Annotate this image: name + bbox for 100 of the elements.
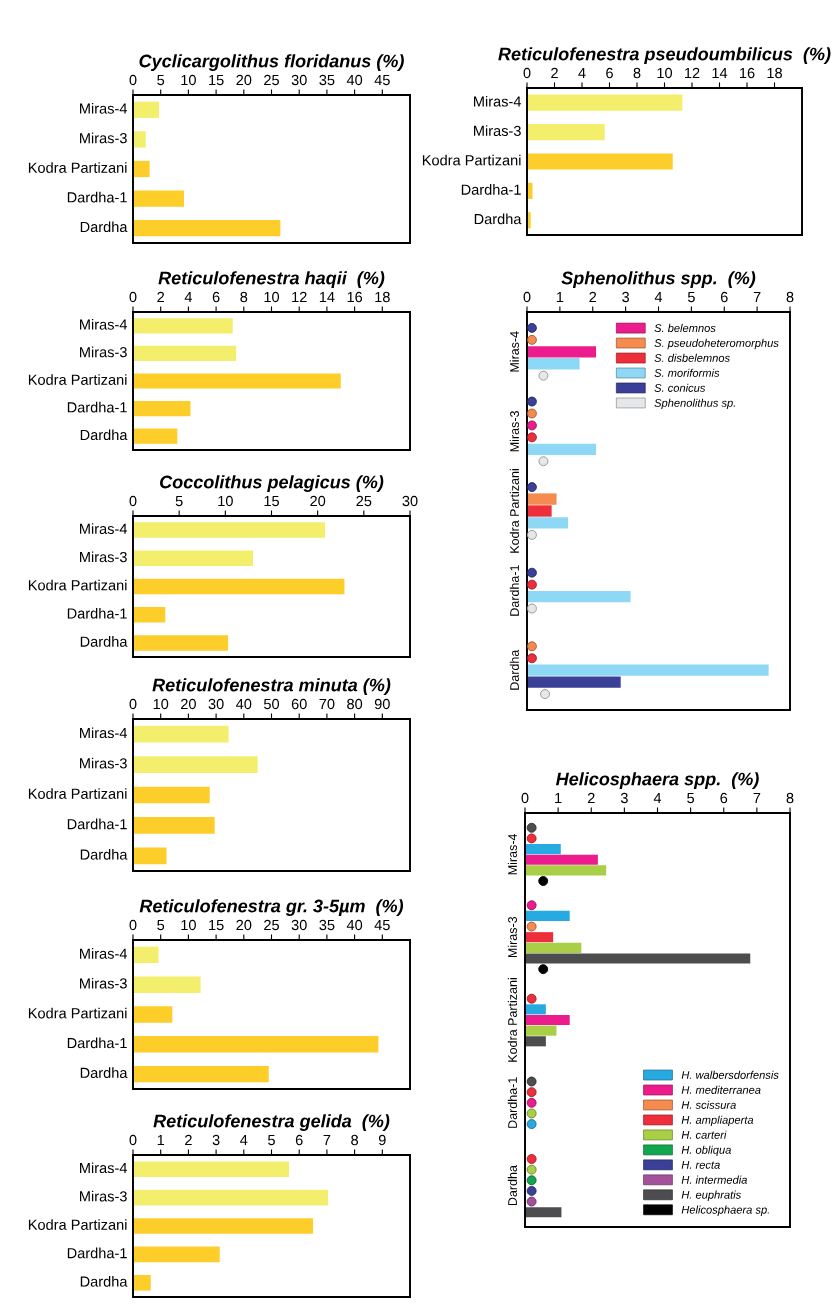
legend-label: S. conicus (654, 383, 706, 392)
x-tick-label: 50 (263, 698, 280, 710)
bar (133, 1274, 151, 1291)
y-tick-label: Miras-4 (80, 319, 128, 330)
x-tick-label: 20 (181, 698, 196, 710)
bar (133, 318, 233, 334)
x-tick-label: 40 (346, 919, 363, 931)
x-tick-label: 30 (291, 919, 307, 931)
bar (133, 847, 167, 865)
bar (133, 401, 191, 417)
x-tick-label: 8 (351, 1134, 359, 1146)
bar (133, 522, 326, 538)
bar (133, 946, 159, 964)
x-tick-label: 6 (720, 792, 728, 804)
bar (133, 1006, 173, 1023)
x-tick-label: 30 (208, 698, 224, 710)
y-tick-label: Miras-3 (80, 977, 127, 989)
y-tick-label: Miras-4 (80, 103, 128, 114)
x-tick-label: 15 (209, 920, 224, 931)
legend-label: H. ampliaperta (681, 1115, 754, 1127)
y-tick-label: Dardha (80, 1276, 128, 1287)
bar (133, 725, 229, 743)
x-tick-label: 3 (620, 792, 628, 804)
bar (133, 373, 341, 389)
bar (527, 517, 569, 529)
y-tick-label: Miras-4 (80, 523, 128, 535)
bar (527, 443, 597, 455)
x-tick-label: 4 (240, 1135, 248, 1146)
bar (525, 1025, 557, 1036)
x-tick-label: 30 (402, 495, 418, 507)
bar (133, 131, 146, 148)
legend-label: S. belemnos (654, 323, 716, 332)
x-tick-label: 35 (319, 74, 335, 86)
legend-label: H. recta (681, 1161, 720, 1169)
bar (525, 854, 598, 865)
bar (133, 578, 345, 595)
chart-title: Reticulofenestra minuta (%) (152, 678, 391, 695)
bar (525, 844, 561, 855)
y-tick-label: Dardha (80, 429, 128, 441)
x-tick-label: 5 (687, 793, 695, 804)
x-tick-label: 18 (375, 291, 390, 303)
y-tick-label: Miras-3 (509, 411, 519, 452)
y-tick-label: Kodra Partizani (28, 1007, 127, 1019)
y-tick-label: Miras-4 (474, 95, 522, 107)
x-tick-label: 10 (264, 291, 280, 303)
legend-label: S. disbelemnos (654, 353, 730, 362)
x-tick-label: 45 (374, 920, 390, 931)
x-tick-label: 10 (218, 495, 233, 507)
x-tick-label: 0 (129, 1134, 137, 1146)
x-tick-label: 25 (356, 495, 372, 507)
x-tick-label: 20 (310, 495, 326, 507)
y-tick-label: Kodra Partizani (28, 162, 127, 173)
x-tick-label: 40 (346, 74, 363, 86)
bar (527, 664, 769, 676)
x-tick-label: 8 (633, 67, 641, 79)
bar (527, 346, 597, 358)
bar (527, 182, 533, 199)
legend-label: H. carteri (681, 1130, 727, 1139)
y-tick-label: Dardha-1 (509, 565, 519, 616)
chart-title: Coccolithus pelagicus (%) (160, 475, 384, 492)
x-tick-label: 3 (212, 1134, 220, 1146)
chart-title: Reticulofenestra haqii (%) (158, 271, 385, 288)
x-tick-label: 60 (291, 698, 307, 710)
chart-title: Reticulofenestra gelida (%) (153, 1114, 390, 1131)
x-tick-label: 2 (185, 1134, 192, 1146)
y-tick-label: Miras-4 (509, 331, 519, 372)
legend-label: H. obliqua (681, 1145, 731, 1156)
x-tick-label: 9 (378, 1134, 386, 1146)
bar (527, 505, 552, 517)
y-tick-label: Dardha (80, 221, 128, 233)
x-tick-label: 5 (687, 292, 695, 303)
y-tick-label: Kodra Partizani (422, 154, 521, 166)
y-tick-label: Dardha-1 (67, 191, 127, 203)
bar (133, 345, 237, 361)
legend-label: Helicosphaera sp. (681, 1205, 769, 1216)
x-tick-label: 4 (654, 292, 663, 303)
bar (527, 676, 621, 688)
x-tick-label: 35 (319, 919, 335, 931)
x-tick-label: 15 (209, 75, 224, 86)
y-tick-label: Kodra Partizani (28, 1219, 127, 1230)
x-tick-label: 5 (157, 920, 165, 931)
x-tick-label: 0 (129, 74, 137, 86)
y-tick-label: Kodra Partizani (507, 978, 517, 1062)
y-tick-label: Miras-3 (80, 1190, 127, 1202)
bar (133, 1218, 314, 1234)
x-tick-label: 5 (157, 75, 165, 86)
bar (133, 976, 201, 993)
x-tick-label: 7 (753, 292, 761, 303)
x-tick-label: 2 (589, 291, 597, 303)
bar (527, 590, 631, 603)
y-tick-label: Dardha-1 (67, 607, 127, 619)
bar (525, 1036, 546, 1047)
chart-title: Reticulofenestra pseudoumbilicus (%) (498, 47, 831, 64)
x-tick-label: 10 (657, 67, 673, 79)
x-tick-label: 20 (236, 919, 252, 931)
bar (133, 160, 150, 178)
x-tick-label: 4 (653, 793, 662, 804)
x-tick-label: 0 (523, 291, 531, 303)
x-tick-label: 0 (129, 919, 137, 931)
x-tick-label: 6 (212, 291, 220, 303)
